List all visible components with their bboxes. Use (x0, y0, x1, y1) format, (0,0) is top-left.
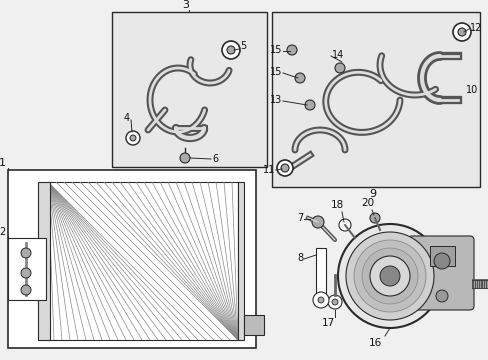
Bar (315, 248, 325, 293)
Circle shape (276, 160, 292, 176)
Text: 10: 10 (465, 85, 477, 95)
Bar (244, 315, 264, 335)
Text: 4: 4 (123, 113, 130, 123)
Circle shape (369, 256, 409, 296)
Circle shape (327, 295, 341, 309)
Bar (409, 238, 471, 308)
Circle shape (353, 240, 425, 312)
Circle shape (379, 266, 399, 286)
Text: 7: 7 (296, 213, 303, 223)
Text: 14: 14 (331, 50, 344, 60)
Circle shape (369, 213, 379, 223)
Bar (112, 12, 266, 167)
Circle shape (312, 292, 328, 308)
Circle shape (317, 297, 324, 303)
Text: 15: 15 (269, 67, 282, 77)
Circle shape (331, 299, 337, 305)
Circle shape (334, 63, 345, 73)
Text: 2: 2 (0, 227, 6, 237)
Bar (271, 12, 479, 187)
Circle shape (337, 224, 441, 328)
Text: 6: 6 (212, 154, 218, 164)
Bar (38, 182, 50, 340)
Text: 13: 13 (269, 95, 282, 105)
Circle shape (180, 153, 190, 163)
Bar (429, 246, 454, 266)
Circle shape (130, 135, 136, 141)
Circle shape (435, 290, 447, 302)
Bar (48, 182, 238, 340)
Circle shape (305, 100, 314, 110)
Circle shape (21, 268, 31, 278)
Text: 8: 8 (296, 253, 303, 263)
Text: 15: 15 (269, 45, 282, 55)
Text: 17: 17 (321, 318, 334, 328)
Circle shape (452, 23, 470, 41)
Circle shape (433, 253, 449, 269)
Circle shape (21, 285, 31, 295)
Circle shape (457, 28, 465, 36)
Circle shape (338, 219, 350, 231)
Text: 9: 9 (368, 189, 376, 199)
Text: 1: 1 (0, 158, 6, 168)
Circle shape (126, 131, 140, 145)
Text: 12: 12 (469, 23, 481, 33)
Text: 20: 20 (361, 198, 374, 208)
Bar (238, 182, 244, 340)
Circle shape (286, 45, 296, 55)
Circle shape (281, 164, 288, 172)
Text: 5: 5 (240, 41, 246, 51)
Text: 3: 3 (182, 0, 189, 10)
Circle shape (294, 73, 305, 83)
Circle shape (226, 46, 235, 54)
Circle shape (361, 248, 417, 304)
Text: 11: 11 (262, 165, 274, 175)
Circle shape (21, 248, 31, 258)
Text: 18: 18 (330, 200, 343, 210)
Circle shape (311, 216, 324, 228)
Bar (8, 170, 256, 348)
Text: 16: 16 (367, 338, 381, 348)
Bar (8, 238, 46, 300)
Circle shape (222, 41, 240, 59)
FancyBboxPatch shape (407, 236, 473, 310)
Circle shape (346, 232, 433, 320)
